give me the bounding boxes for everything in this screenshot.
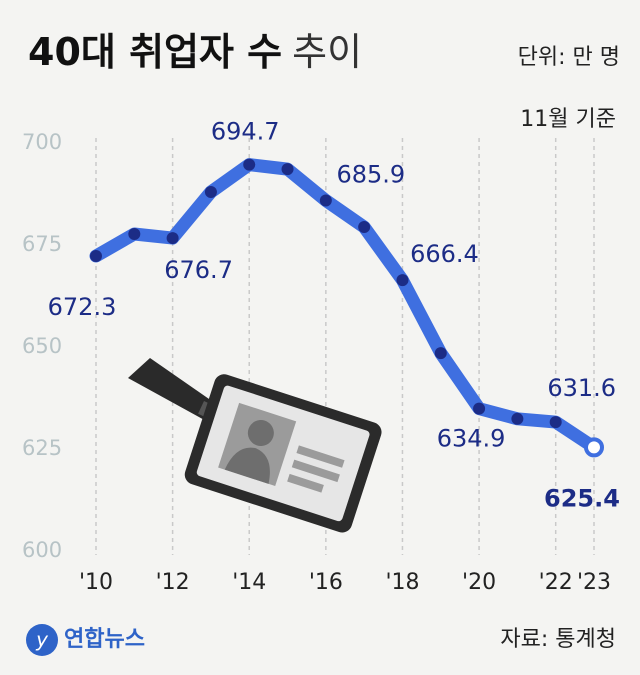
data-point: [204, 185, 217, 198]
data-point: [166, 232, 179, 245]
y-tick-label: 625: [22, 436, 62, 460]
title-main: 40대 취업자 수: [28, 30, 282, 74]
y-tick-label: 600: [22, 538, 62, 562]
data-label: 676.7: [164, 256, 233, 284]
data-label: 672.3: [48, 293, 117, 321]
data-point: [396, 274, 409, 287]
x-tick-label: '23: [577, 570, 611, 595]
title-suffix: 추이: [292, 30, 362, 74]
x-tick-label: '12: [156, 570, 190, 595]
badge-illustration: [128, 358, 382, 533]
data-label: 694.7: [211, 118, 280, 146]
data-point: [281, 163, 294, 176]
data-point: [243, 158, 256, 171]
data-point: [511, 412, 524, 425]
x-tick-label: '10: [79, 570, 113, 595]
unit-label: 단위: 만 명: [518, 45, 620, 70]
y-tick-label: 700: [22, 130, 62, 154]
data-point: [549, 416, 562, 429]
data-label: 631.6: [547, 374, 616, 402]
data-point: [90, 250, 102, 263]
data-point: [319, 194, 332, 207]
x-tick-label: '18: [385, 570, 419, 595]
data-label: 685.9: [336, 161, 405, 189]
x-tick-label: '20: [462, 570, 496, 595]
data-point: [128, 227, 141, 240]
svg-text:y: y: [35, 628, 49, 652]
x-tick-label: '22: [539, 570, 573, 595]
y-tick-label: 650: [22, 334, 62, 358]
logo: y 연합뉴스: [26, 624, 145, 656]
data-label: 666.4: [410, 240, 479, 268]
data-point: [358, 221, 371, 234]
chart-title: 40대 취업자 수 추이: [28, 30, 362, 74]
data-point: [434, 347, 447, 360]
x-tick-label: '16: [309, 570, 343, 595]
data-point: [473, 402, 486, 415]
y-tick-label: 675: [22, 232, 62, 256]
logo-text: 연합뉴스: [64, 626, 145, 652]
data-label: 634.9: [437, 425, 506, 453]
data-label: 625.4: [544, 484, 620, 512]
data-line: [89, 158, 601, 454]
x-tick-label: '14: [232, 570, 266, 595]
source: 자료: 통계청: [500, 627, 616, 652]
note: 11월 기준: [520, 107, 616, 132]
data-point: [584, 437, 604, 458]
